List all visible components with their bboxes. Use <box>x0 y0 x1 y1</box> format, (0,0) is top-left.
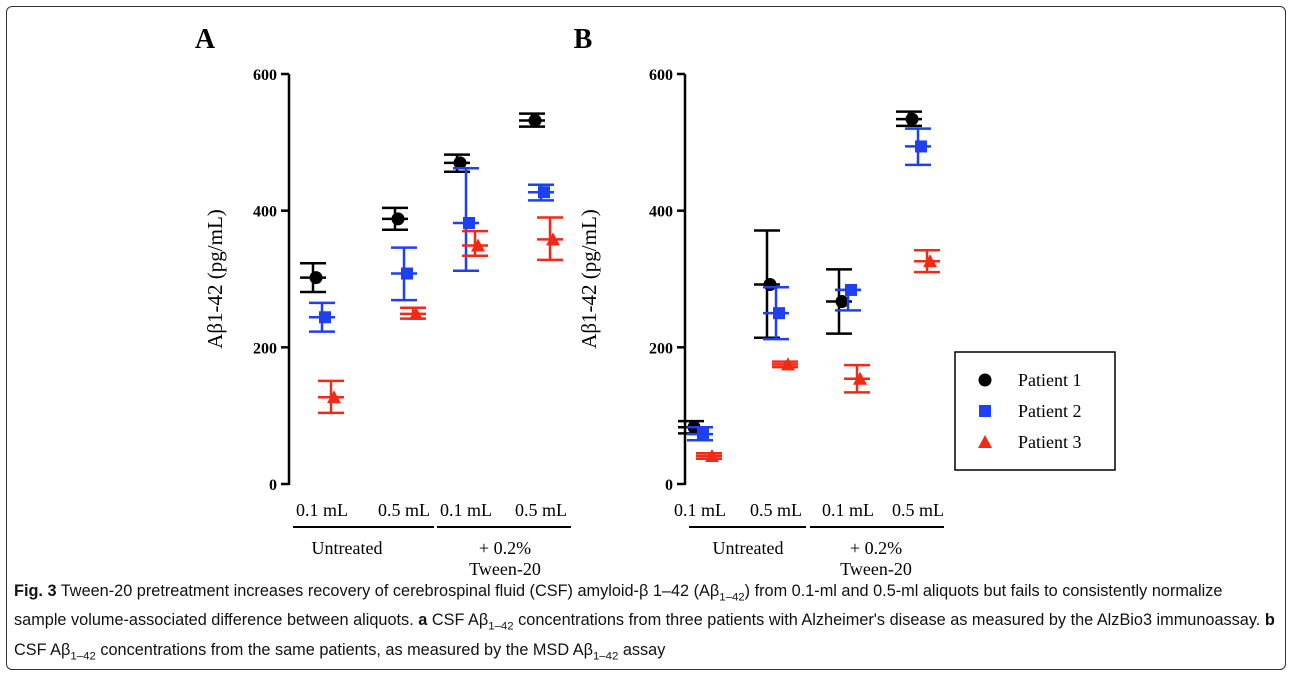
panel-b-group-label-line2: Tween-20 <box>840 559 912 579</box>
panel-a-data-point-patient-3 <box>327 390 341 404</box>
panel-a-data-point-patient-2 <box>401 267 413 280</box>
panel-b-data-point-patient-1 <box>763 277 777 291</box>
panel-b-y-tick-label: 400 <box>649 204 673 221</box>
legend-label: Patient 1 <box>1018 370 1082 390</box>
panel-b-letter: B <box>574 24 593 55</box>
panel-b-data-point-patient-2 <box>845 283 857 296</box>
panel-a-data-point-patient-3 <box>546 232 560 246</box>
panel-a-group-label-line2: Tween-20 <box>469 559 541 579</box>
panel-a-data-point-patient-1 <box>453 156 467 170</box>
legend-marker-patient-1 <box>978 373 992 387</box>
panel-a-data-point-patient-2 <box>538 186 550 199</box>
legend-label: Patient 3 <box>1018 432 1082 452</box>
panel-b-data-point-patient-2 <box>773 307 785 320</box>
caption-text-2: ) from 0.1-ml and 0.5-ml aliquots but fa… <box>14 582 1223 630</box>
caption-text-1: Tween-20 pretreatment increases recovery… <box>56 582 720 600</box>
panel-b-category-label: 0.1 mL <box>674 500 726 520</box>
legend: Patient 1 Patient 2 Patient 3 <box>954 351 1116 471</box>
panel-b-group-label: Untreated <box>713 538 784 558</box>
figure-caption: Fig. 3 Tween-20 pretreatment increases r… <box>14 580 1276 668</box>
panel-a-y-tick-label: 600 <box>253 67 277 84</box>
caption-text-3: CSF Aβ <box>427 611 489 630</box>
panel-a-y-tick-label: 400 <box>253 204 277 221</box>
panel-a-group-label: + 0.2% <box>479 538 531 558</box>
panel-a-category-label: 0.5 mL <box>378 500 430 520</box>
panel-a-data-point-patient-1 <box>528 113 542 127</box>
panel-b-data-point-patient-2 <box>697 428 709 441</box>
caption-text-5: CSF Aβ <box>14 640 71 659</box>
panel-a-data-point-patient-1 <box>391 212 405 226</box>
panel-a-y-axis-label: Aβ1-42 (pg/mL) <box>203 209 227 349</box>
panel-a-category-label: 0.5 mL <box>515 500 567 520</box>
legend-marker-patient-3 <box>978 435 992 448</box>
caption-fig-label: Fig. 3 <box>14 582 57 600</box>
panel-b-y-tick-label: 0 <box>665 477 673 494</box>
caption-sub-3: 1–42 <box>70 649 96 662</box>
panel-a-y-tick-label: 200 <box>253 340 277 357</box>
panel-b-data-point-patient-3 <box>705 448 719 462</box>
panel-a-y-tick-label: 0 <box>269 477 277 494</box>
caption-text-7: assay <box>618 640 666 659</box>
panel-a-data-point-patient-3 <box>409 306 423 320</box>
legend-label: Patient 2 <box>1018 401 1082 421</box>
caption-sub-2: 1–42 <box>488 620 514 633</box>
caption-text-4: concentrations from three patients with … <box>513 611 1265 630</box>
panel-a-data-point-patient-3 <box>471 238 485 252</box>
caption-text-6: concentrations from the same patients, a… <box>95 640 593 659</box>
panel-a-group-label: Untreated <box>312 538 383 558</box>
caption-sub-1: 1–42 <box>719 591 745 604</box>
panel-a-data-point-patient-2 <box>319 311 331 324</box>
panel-b-y-axis-label: Aβ1-42 (pg/mL) <box>577 209 601 349</box>
panel-b-data-point-patient-1 <box>905 112 919 126</box>
panel-b-y-tick-label: 200 <box>649 340 673 357</box>
caption-b-label: b <box>1264 611 1275 630</box>
panel-b-data-point-patient-3 <box>923 254 937 268</box>
figure-frame <box>6 6 1286 670</box>
panel-a-data-point-patient-2 <box>463 216 475 229</box>
panel-b-data-point-patient-1 <box>835 295 849 309</box>
panel-a-data-point-patient-1 <box>309 271 323 285</box>
panel-b-data-point-patient-3 <box>781 357 795 371</box>
panel-b-data-point-patient-2 <box>915 140 927 153</box>
panel-b-data-point-patient-3 <box>853 371 867 385</box>
caption-sub-4: 1–42 <box>592 649 619 662</box>
panel-a-chart: A 0 200 400 600 Aβ1-42 (pg/mL) 0.1 mL 0.5 mL 0.1… <box>195 24 571 579</box>
panel-b-chart: B 0 200 400 600 Aβ1-42 (pg/mL) 0.1 mL 0.5 mL 0.1… <box>574 24 944 579</box>
caption-a-label: a <box>418 611 428 630</box>
panel-a-category-label: 0.1 mL <box>296 500 348 520</box>
panel-b-category-label: 0.5 mL <box>892 500 944 520</box>
panel-a-letter: A <box>195 24 216 55</box>
panel-a-category-label: 0.1 mL <box>440 500 492 520</box>
figure-chart-area: A 0 200 400 600 Aβ1-42 (pg/mL) 0.1 mL 0.5 mL 0.1… <box>195 24 1116 579</box>
panel-b-category-label: 0.5 mL <box>750 500 802 520</box>
panel-b-y-tick-label: 600 <box>649 67 673 84</box>
panel-b-category-label: 0.1 mL <box>822 500 874 520</box>
panel-b-group-label: + 0.2% <box>850 538 902 558</box>
legend-marker-patient-2 <box>979 405 991 417</box>
